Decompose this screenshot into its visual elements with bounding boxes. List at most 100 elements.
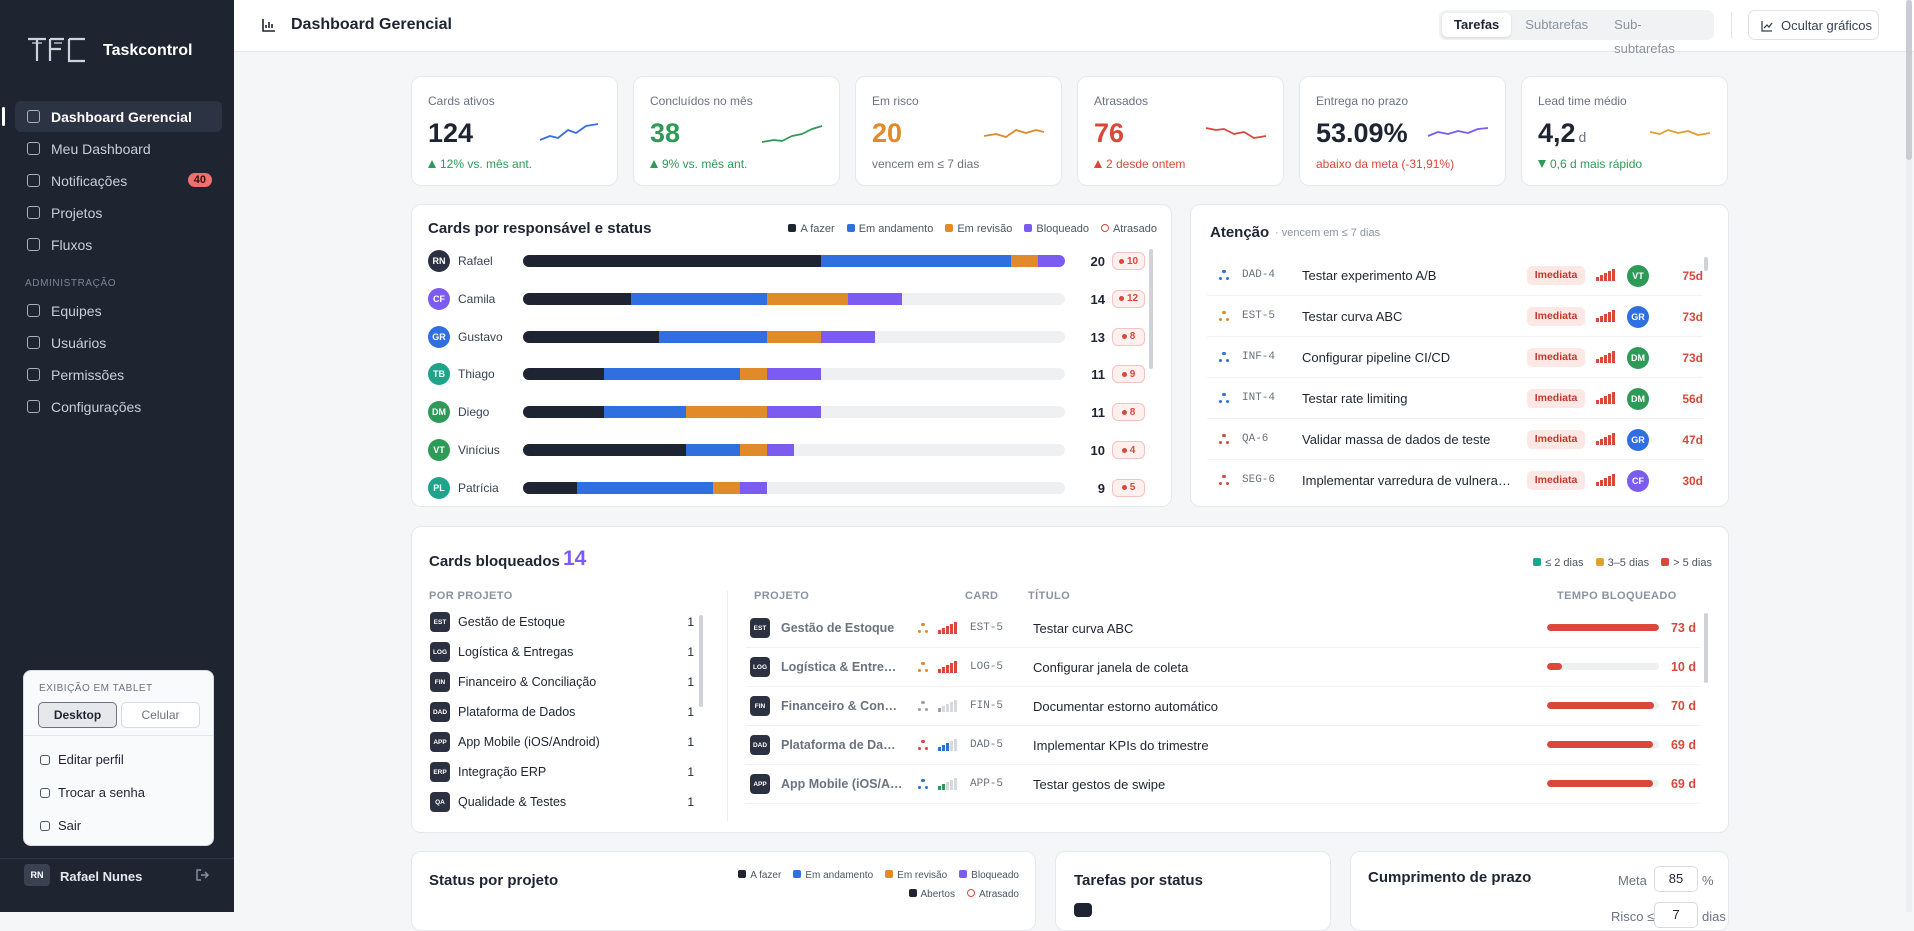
nav-item[interactable]: Equipes (15, 295, 222, 326)
divider (727, 591, 728, 821)
bar-segment (523, 255, 822, 267)
kpi-value-wrap: 38 (650, 118, 680, 149)
tab[interactable]: Sub-subtarefas (1614, 17, 1675, 56)
kpi-note-wrap: abaixo da meta (-31,91%) (1316, 157, 1454, 171)
late-dot (1121, 409, 1127, 415)
kpi-card: Entrega no prazo 53.09% abaixo da meta (-3… (1299, 76, 1506, 186)
avatar: VT (1627, 265, 1649, 287)
column-header: PROJETO (754, 590, 810, 602)
meta-label: Meta (1618, 873, 1647, 888)
flow-dot (924, 746, 928, 750)
section-title: ADMINISTRAÇÃO (25, 278, 117, 289)
scroll-thumb[interactable] (1906, 0, 1912, 160)
avatar: GR (428, 325, 450, 348)
attention-row[interactable]: INF-4 Configurar pipeline CI/CD Imediata DM… (1207, 337, 1703, 378)
flow-icon (918, 740, 928, 750)
days: 73d (1682, 310, 1703, 324)
nav-item[interactable]: Usuários (15, 327, 222, 358)
view-option[interactable]: Celular (121, 702, 200, 728)
time-bar (1547, 780, 1653, 787)
blocked-count: 14 (563, 547, 587, 570)
time-track (1547, 702, 1659, 709)
button-label: Ocultar gráficos (1781, 17, 1873, 33)
flow-dot (1222, 434, 1226, 438)
nav-item[interactable]: Projetos (15, 197, 222, 228)
card-code: DAD-5 (970, 739, 1004, 751)
trend-arrow (1094, 160, 1102, 168)
bar-segment (523, 368, 605, 381)
flow-icon (1219, 475, 1229, 485)
blocked-row[interactable]: DAD Plataforma de Dados DAD-5 Implementar K… (746, 726, 1700, 765)
late-dot (1121, 334, 1127, 340)
nav-item[interactable]: Permissões (15, 359, 222, 390)
scroll-thumb[interactable] (1704, 613, 1708, 683)
risk-unit: dias (1702, 909, 1726, 924)
nav-label: Dashboard Gerencial (51, 109, 192, 125)
legend-swatch (738, 870, 747, 878)
menu-action[interactable]: Trocar a senha (58, 785, 145, 800)
signal-bar (946, 704, 949, 712)
tab[interactable]: Subtarefas (1525, 17, 1589, 32)
project-abbr: APP (750, 774, 770, 794)
tab[interactable]: Tarefas (1442, 13, 1512, 37)
flow-icon (918, 623, 928, 633)
legend-swatch (793, 870, 802, 878)
legend-label: Abertos (920, 889, 955, 900)
scroll-thumb[interactable] (699, 615, 703, 707)
project-abbr: EST (430, 612, 450, 632)
scroll-thumb[interactable] (1149, 249, 1153, 369)
avatar: CF (428, 287, 450, 310)
card-title: Configurar janela de coleta (1033, 660, 1189, 675)
nav-item[interactable]: Notificações 40 (15, 165, 222, 196)
card-code: QA-6 (1242, 433, 1269, 445)
attention-row[interactable]: INT-4 Testar rate limiting Imediata DM 56d (1207, 378, 1703, 419)
blocked-row[interactable]: LOG Logística & Entregas LOG-5 Configurar j… (746, 648, 1700, 687)
total: 20 (1090, 254, 1105, 269)
attention-row[interactable]: DAD-4 Testar experimento A/B Imediata VT 75d (1207, 255, 1703, 296)
kpi-note: 12% vs. mês ant. (440, 157, 533, 171)
flow-dot (1219, 276, 1223, 280)
nav-item[interactable]: Fluxos (15, 229, 222, 260)
flow-dot (1225, 358, 1229, 362)
blocked-row[interactable]: EST Gestão de Estoque EST-5 Testar curva AB… (746, 609, 1700, 648)
nav-icon (27, 174, 40, 187)
nav-item[interactable]: Meu Dashboard (15, 133, 222, 164)
late-count: 8 (1129, 406, 1136, 418)
signal-bar (950, 624, 953, 634)
kpi-card: Concluídos no mês 38 9% vs. mês ant. (633, 76, 840, 186)
bar-segment (739, 368, 767, 381)
late-badge: 12 (1112, 289, 1145, 308)
panel-title: Cards bloqueados (429, 553, 560, 570)
attention-row[interactable]: SEG-6 Implementar varredura de vulnerabil… (1207, 460, 1703, 501)
risk-input[interactable]: 7 (1654, 902, 1698, 928)
status-chip (1074, 903, 1092, 917)
signal-bar (1596, 441, 1599, 445)
logout-icon[interactable] (195, 868, 209, 882)
scroll-thumb[interactable] (1704, 257, 1708, 271)
menu-action[interactable]: Sair (58, 818, 82, 833)
avatar: DM (428, 401, 450, 424)
meta-input[interactable]: 85 (1654, 866, 1698, 892)
nav-item[interactable]: Configurações (15, 391, 222, 422)
bar-segment (766, 330, 822, 343)
priority-signal (938, 661, 957, 673)
column-header: TEMPO BLOQUEADO (1557, 590, 1677, 602)
nav-item[interactable]: Dashboard Gerencial (15, 101, 222, 132)
kpi-value: 53.09% (1316, 118, 1408, 148)
signal-bar (942, 667, 945, 673)
blocked-row[interactable]: FIN Financeiro & Conciliação FIN-5 Document… (746, 687, 1700, 726)
signal-bar (950, 663, 953, 673)
signal-bar (938, 708, 941, 712)
attention-row[interactable]: EST-5 Testar curva ABC Imediata GR 73d (1207, 296, 1703, 337)
divider (24, 735, 213, 736)
blocked-row[interactable]: APP App Mobile (iOS/Android) APP-5 Testar g… (746, 765, 1700, 804)
toggle-charts-button[interactable]: Ocultar gráficos (1748, 10, 1879, 40)
legend-swatch (788, 224, 797, 232)
flow-dot (921, 779, 925, 783)
view-option[interactable]: Desktop (38, 702, 117, 728)
late-badge: 5 (1112, 478, 1145, 497)
card-code: LOG-5 (970, 661, 1004, 673)
menu-action[interactable]: Editar perfil (58, 752, 124, 767)
attention-row[interactable]: QA-6 Validar massa de dados de teste Imedi… (1207, 419, 1703, 460)
legend-item: Atrasado (966, 889, 1019, 900)
